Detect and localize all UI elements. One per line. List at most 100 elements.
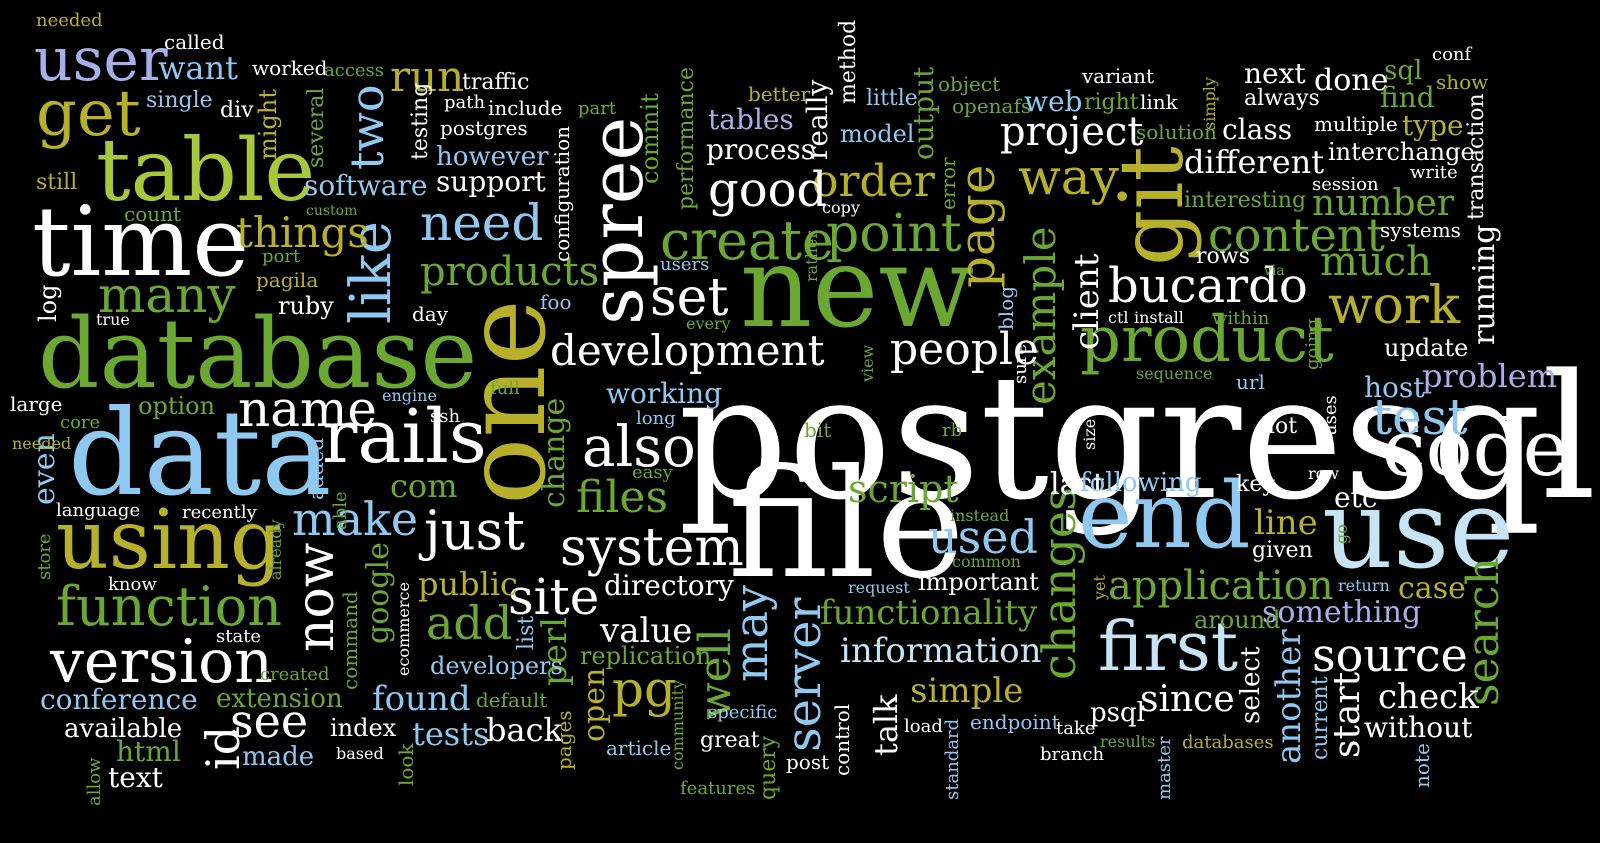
word-done: done (1314, 63, 1389, 98)
word-error: error (936, 157, 960, 210)
word-sure: sure (1010, 343, 1031, 384)
word-object: object (938, 72, 1001, 96)
word-copy: copy (822, 198, 860, 217)
word-ctl: ctl (1108, 308, 1129, 327)
word-important: important (918, 568, 1039, 596)
word-end: end (1078, 462, 1251, 569)
word-path: path (444, 92, 486, 113)
word-order: order (812, 156, 935, 207)
word-files: files (576, 472, 669, 523)
word-take: take (1056, 718, 1096, 739)
word-rails: rails (322, 394, 487, 480)
word-people: people (890, 324, 1039, 375)
word-single: single (146, 88, 213, 113)
word-foo: foo (540, 290, 572, 314)
word-go: go (1332, 524, 1351, 544)
word-table: table (96, 121, 316, 221)
word-line: line (1254, 503, 1318, 543)
word-current: current (1308, 676, 1333, 760)
word-better: better (748, 82, 811, 106)
word-rather: rather (802, 230, 821, 282)
word-language: language (56, 500, 141, 521)
word-article: article (606, 736, 672, 760)
word-point: point (826, 204, 962, 264)
word-size: size (1080, 418, 1099, 450)
word-interesting: interesting (1184, 188, 1307, 213)
word-full: full (490, 378, 520, 399)
word-com: com (390, 467, 458, 505)
word-community: community (668, 679, 687, 770)
word-changes: changes (1032, 487, 1086, 680)
word-needed2: needed (12, 434, 72, 453)
word-another: another (1269, 629, 1309, 764)
word-system: system (560, 518, 744, 578)
word-within: within (1212, 308, 1270, 329)
word-type: type (1402, 109, 1464, 142)
word-databases: databases (1182, 732, 1274, 753)
word-include: include (488, 96, 563, 120)
word-git: git (1100, 146, 1203, 266)
word-add: add (426, 596, 513, 650)
word-solution: solution (1136, 120, 1217, 144)
word-state: state (216, 626, 262, 647)
word-postgresql: postgresql (678, 337, 1597, 538)
word-set: set (650, 268, 729, 328)
word-development: development (550, 326, 825, 375)
word-users: users (660, 254, 710, 275)
word-psql: psql (1090, 698, 1145, 728)
word-last: last (1050, 467, 1105, 502)
word-simple: simple (910, 671, 1024, 711)
word-instead: instead (950, 506, 1010, 525)
word-div: div (220, 98, 254, 123)
word-host: host (1364, 371, 1425, 404)
word-since: since (1140, 679, 1235, 720)
word-note: note (1410, 743, 1434, 788)
word-view: view (858, 344, 877, 382)
word-directory: directory (604, 569, 734, 602)
word-model: model (840, 120, 915, 148)
word-openafs: openafs (952, 94, 1032, 118)
word-now: now (286, 542, 346, 652)
word-tests: tests (412, 715, 490, 753)
word-work: work (1328, 276, 1461, 336)
word-around: around (1194, 606, 1281, 634)
word-url: url (1236, 370, 1265, 394)
word-test: test (1372, 388, 1468, 446)
word-show: show (1436, 70, 1489, 94)
word-functionality: functionality (820, 593, 1038, 633)
word-database: database (38, 298, 478, 410)
word-store: store (34, 533, 55, 580)
word-endpoint: endpoint (970, 710, 1060, 734)
word-ruby: ruby (278, 292, 334, 320)
word-function: function (56, 575, 283, 638)
word-script: script (848, 467, 959, 511)
word-lot: lot (1268, 414, 1298, 439)
word-start: start (1327, 671, 1368, 758)
word-run: run (390, 52, 465, 101)
word-key: key (1236, 472, 1275, 497)
word-already: already (266, 519, 285, 580)
word-post: post (786, 750, 830, 774)
word-new: new (740, 223, 975, 353)
word-developers: developers (430, 652, 563, 680)
word-features: features (680, 778, 756, 799)
word-index: index (330, 714, 397, 742)
word-many: many (98, 266, 236, 324)
word-client: client (1067, 253, 1107, 350)
word-session: session (1312, 174, 1379, 195)
word-site: site (508, 568, 600, 626)
word-needed: needed (36, 10, 103, 31)
word-query: query (756, 735, 781, 800)
word-pagila: pagila (256, 268, 319, 292)
word-pages: pages (552, 710, 576, 770)
word-need: need (420, 194, 544, 252)
word-also: also (582, 415, 696, 480)
word-get: get (36, 77, 141, 151)
word-engine: engine (382, 386, 437, 405)
word-select: select (1236, 646, 1266, 724)
word-every: every (686, 314, 731, 333)
word-install: install (1134, 308, 1184, 327)
word-allow: allow (84, 757, 105, 807)
word-find: find (1380, 81, 1435, 114)
